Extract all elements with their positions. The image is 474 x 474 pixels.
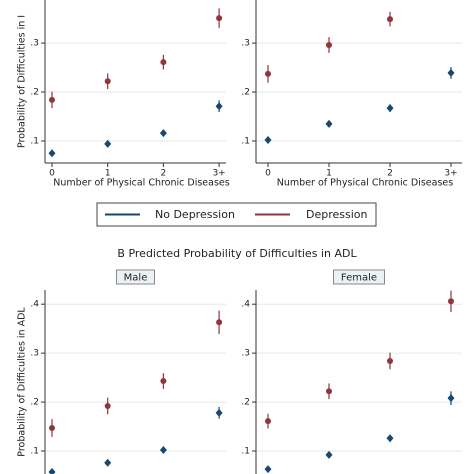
point — [387, 357, 393, 364]
x-tick-label: 1 — [326, 169, 332, 179]
point — [387, 16, 393, 23]
point — [325, 450, 333, 459]
point — [216, 15, 223, 22]
point — [48, 149, 56, 158]
point — [104, 402, 111, 409]
y-tick-label: .2 — [30, 398, 39, 408]
y-axis-label: Probability of Difficulties in ADL — [17, 307, 28, 457]
y-tick-label: .1 — [241, 136, 250, 146]
point — [264, 135, 272, 144]
y-tick-label: .3 — [241, 39, 250, 49]
point — [104, 458, 112, 467]
panel-title: Male — [124, 273, 148, 284]
point — [159, 129, 167, 138]
point — [447, 394, 455, 403]
point — [104, 78, 111, 85]
point — [265, 70, 271, 77]
x-tick-label: 0 — [49, 169, 55, 179]
point — [386, 434, 394, 443]
y-axis-label: Probability of Difficulties in I — [17, 15, 28, 148]
legend-label: Depression — [306, 208, 368, 221]
point — [264, 465, 272, 474]
point — [49, 96, 55, 103]
point — [215, 408, 223, 417]
point — [160, 378, 167, 385]
y-tick-label: .2 — [30, 88, 39, 98]
point — [48, 468, 56, 474]
point — [160, 59, 167, 66]
point — [104, 139, 112, 148]
y-tick-label: .1 — [30, 447, 39, 457]
y-tick-label: .2 — [241, 398, 250, 408]
y-tick-label: .1 — [241, 447, 250, 457]
section-title: B Predicted Probability of Difficulties … — [117, 247, 357, 260]
point — [215, 102, 223, 111]
point — [49, 425, 55, 431]
point — [216, 319, 223, 326]
panel-title: Female — [341, 273, 377, 284]
x-tick-label: 1 — [105, 169, 111, 179]
panel-strip — [333, 269, 385, 285]
x-tick-label: 2 — [387, 169, 393, 179]
x-tick-label: 3+ — [212, 169, 225, 179]
legend-label: No Depression — [155, 208, 235, 221]
y-tick-label: .3 — [30, 349, 39, 359]
x-axis-label: Number of Physical Chronic Diseases — [53, 178, 229, 189]
y-tick-label: .4 — [241, 300, 250, 310]
point — [265, 418, 271, 425]
legend-box — [96, 202, 377, 227]
point — [325, 119, 333, 128]
point — [447, 68, 455, 77]
point — [159, 446, 167, 455]
y-tick-label: .3 — [241, 349, 250, 359]
x-tick-label: 3+ — [444, 169, 457, 179]
y-tick-label: .1 — [30, 136, 39, 146]
y-tick-label: .2 — [241, 88, 250, 98]
y-tick-label: .4 — [30, 300, 39, 310]
x-tick-label: 0 — [265, 169, 271, 179]
x-tick-label: 2 — [161, 169, 167, 179]
panel-strip — [116, 269, 155, 285]
point — [326, 388, 332, 395]
y-tick-label: .3 — [30, 39, 39, 49]
point — [326, 42, 332, 49]
point — [386, 104, 394, 113]
point — [448, 298, 454, 305]
x-axis-label: Number of Physical Chronic Diseases — [277, 178, 453, 189]
